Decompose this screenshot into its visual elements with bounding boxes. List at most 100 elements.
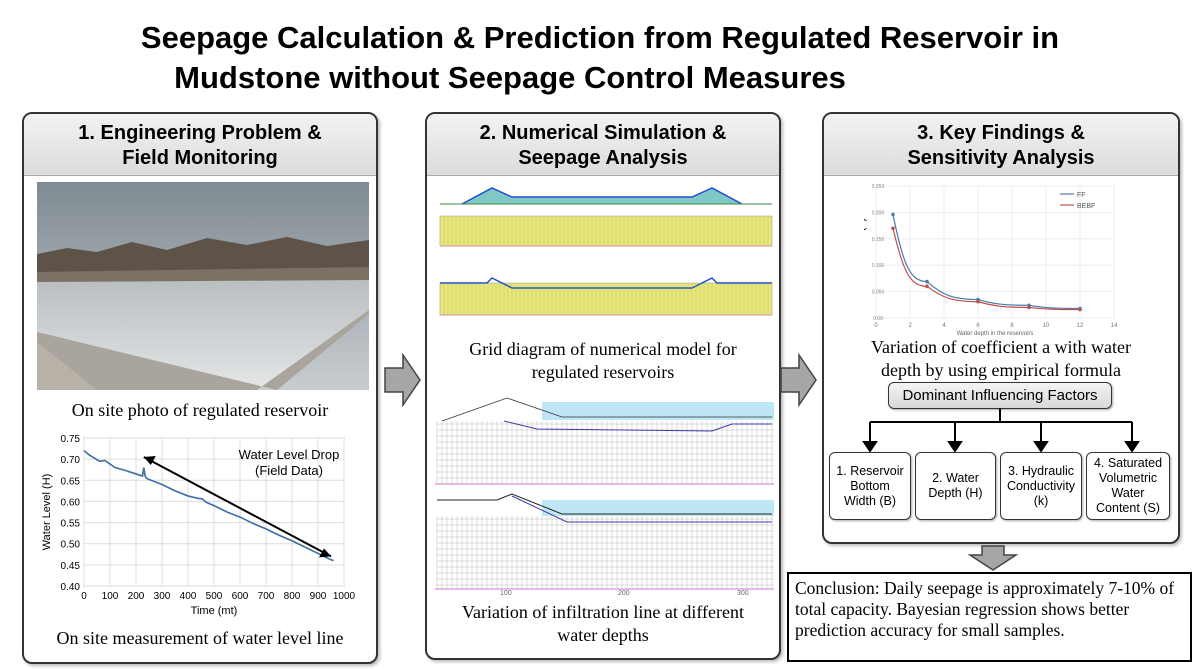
model-lower (439, 277, 773, 316)
chart-caption-line-1: Variation of coefficient a with water (870, 337, 1132, 357)
x-tick-label: 2 (908, 323, 912, 329)
data-point (925, 279, 929, 284)
arrow-right-icon (780, 352, 817, 408)
chart-caption-line-2: depth by using empirical formula (881, 360, 1121, 380)
y-tick-label: 0.250 (872, 184, 885, 190)
coefficient-chart: 0 2 4 6 8 10 12 14 0.00 0.050 0.100 0.150 0.200 0.250… (864, 184, 1118, 337)
x-tick-label: 10 (1043, 323, 1050, 329)
x-tick-label: 8 (1010, 323, 1014, 329)
y-tick-label: 0.45 (61, 561, 81, 572)
factor-line: Volumetric (1098, 471, 1158, 485)
panel-field-monitoring: 1. Engineering Problem & Field Monitoring… (22, 112, 378, 664)
x-tick-label: 900 (310, 591, 327, 602)
heading-line: Seepage Analysis (518, 147, 688, 169)
x-axis-label: Water depth in the reservoirs (957, 331, 1034, 337)
factor-line: Conductivity (1006, 478, 1076, 493)
heading-line: 3. Key Findings & (917, 122, 1085, 144)
factor-line: Content (S) (1096, 501, 1160, 515)
axis-tick: 300 (737, 590, 749, 597)
x-tick-label: 0 (874, 323, 878, 329)
x-axis-label: Time (mt) (191, 605, 238, 617)
data-point (976, 299, 980, 304)
heading-line: 1. Engineering Problem & (78, 122, 322, 144)
factor-line: Width (B) (843, 493, 897, 508)
model-upper (439, 187, 773, 247)
data-point (925, 284, 929, 289)
drop-arrow-line (143, 456, 332, 558)
chart-caption: On site measurement of water level line (56, 628, 344, 648)
x-tick-label: 300 (154, 591, 171, 602)
arrow-down-icon (968, 545, 1018, 571)
factor-line: Water (1111, 486, 1145, 500)
axis-tick: 100 (500, 590, 512, 597)
x-tick-label: 400 (180, 591, 197, 602)
x-tick-label: 800 (284, 591, 301, 602)
data-point (1027, 305, 1031, 310)
arrow-right-icon (384, 352, 421, 408)
x-tick-label: 500 (206, 591, 223, 602)
series-bebf (892, 228, 1081, 311)
title-line-2: Mudstone without Seepage Control Measure… (174, 60, 846, 95)
panel-heading: 2. Numerical Simulation & Seepage Analysi… (427, 114, 779, 176)
data-point (891, 212, 895, 217)
y-tick-label: 0.050 (872, 290, 885, 296)
series-ff (892, 214, 1081, 310)
panel-heading: 1. Engineering Problem & Field Monitoring (24, 114, 376, 176)
grid-caption-line-2: regulated reservoirs (531, 362, 675, 382)
grid-model-diagram (439, 187, 773, 316)
factor-line: Depth (H) (928, 486, 983, 500)
infiltration-caption-line-2: water depths (557, 625, 649, 645)
panel-heading: 3. Key Findings & Sensitivity Analysis (824, 114, 1178, 176)
x-tick-label: 200 (128, 591, 145, 602)
infiltration-line-diagram (435, 397, 774, 590)
factor-line: 4. Saturated (1093, 456, 1163, 470)
factor-line: Bottom (850, 478, 890, 493)
y-tick-label: 0.200 (872, 210, 885, 216)
grid-caption-line-1: Grid diagram of numerical model for (469, 339, 737, 359)
x-tick-label: 0 (81, 591, 87, 602)
x-tick-label: 6 (976, 323, 980, 329)
y-tick-label: 0.100 (872, 263, 885, 269)
y-axis-label: Water Level (H) (41, 474, 53, 551)
dominant-factors-box: Dominant Influencing Factors (888, 382, 1112, 409)
legend-label: FF (1077, 192, 1086, 199)
y-tick-label: 0.70 (61, 455, 81, 466)
legend-label: BEBF (1077, 203, 1095, 210)
y-tick-label: 0.65 (61, 476, 81, 487)
photo-caption: On site photo of regulated reservoir (71, 400, 329, 420)
conclusion-box: Conclusion: Daily seepage is approximate… (787, 572, 1192, 662)
annotation-line: (Field Data) (255, 463, 323, 478)
factor-line: (k) (1033, 493, 1049, 508)
x-tick-label: 700 (258, 591, 275, 602)
y-axis-label: Coefficient (a) (864, 218, 867, 286)
factor-line: 2. Water (932, 471, 979, 485)
reservoir-photo (37, 182, 369, 390)
factor-hydraulic-conductivity: 3. Hydraulic Conductivity (k) (1000, 452, 1082, 520)
factor-tree-connectors (862, 408, 1140, 453)
y-tick-label: 0.40 (61, 582, 81, 593)
factor-water-depth: 2. Water Depth (H) (915, 452, 996, 520)
y-tick-label: 0.00 (873, 316, 883, 322)
y-tick-label: 0.75 (61, 434, 81, 445)
data-point (891, 226, 895, 231)
x-tick-label: 100 (102, 591, 119, 602)
infiltration-caption-line-1: Variation of infiltration line at differ… (461, 602, 745, 622)
water-level-series (83, 450, 334, 562)
factor-line: 3. Hydraulic (1008, 463, 1074, 478)
factor-bottom-width: 1. Reservoir Bottom Width (B) (829, 452, 911, 520)
y-tick-label: 0.50 (61, 540, 81, 551)
y-tick-label: 0.55 (61, 519, 81, 530)
y-tick-label: 0.150 (872, 237, 885, 243)
heading-line: 2. Numerical Simulation & (479, 122, 727, 144)
panel-numerical-simulation: 2. Numerical Simulation & Seepage Analysi… (425, 112, 781, 660)
data-point (1078, 307, 1082, 312)
x-tick-label: 12 (1077, 323, 1084, 329)
panel-key-findings: 3. Key Findings & Sensitivity Analysis 0 2… (822, 112, 1180, 544)
x-tick-label: 14 (1111, 323, 1118, 329)
y-tick-label: 0.60 (61, 497, 81, 508)
factor-saturated-water-content: 4. Saturated Volumetric Water Content (S) (1086, 452, 1170, 520)
x-tick-label: 600 (232, 591, 249, 602)
axis-tick: 200 (618, 590, 630, 597)
factor-line: 1. Reservoir (836, 463, 904, 478)
x-tick-label: 4 (942, 323, 946, 329)
